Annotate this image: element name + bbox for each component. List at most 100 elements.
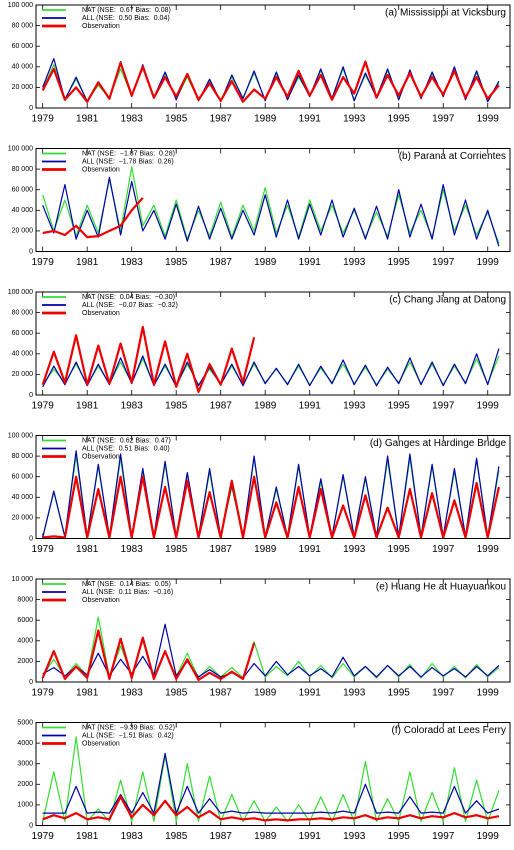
x-tick-label: 1999 xyxy=(477,401,500,412)
x-tick-label: 1993 xyxy=(343,401,366,412)
y-tick-label: 1000 xyxy=(17,802,33,809)
x-tick-label: 1985 xyxy=(165,831,188,842)
y-tick-label: 20 000 xyxy=(12,84,34,91)
x-tick-label: 1993 xyxy=(343,257,366,268)
x-tick-label: 1983 xyxy=(121,257,144,268)
x-tick-label: 1995 xyxy=(388,257,411,268)
y-tick-label: 60 000 xyxy=(12,330,34,337)
x-tick-label: 1991 xyxy=(299,688,322,699)
y-tick-label: 2000 xyxy=(17,781,33,788)
panel-title: (e) Huang He at Huayuankou xyxy=(376,582,506,593)
x-tick-label: 1993 xyxy=(343,114,366,125)
panel-title: (c) Chang Jiang at Datong xyxy=(389,295,506,306)
series-line xyxy=(41,60,500,103)
plot-frame xyxy=(35,578,511,683)
legend-label: ALL (NSE: 0.50 Bias: 0.04) xyxy=(82,15,170,22)
legend-label: ALL (NSE: −1.51 Bias: 0.42) xyxy=(82,732,174,739)
x-tick-label: 1995 xyxy=(388,688,411,699)
plot-frame xyxy=(35,291,511,396)
x-tick-label: 1981 xyxy=(76,114,99,125)
legend-label: NAT (NSE: 0.04 Bias: −0.30) xyxy=(82,294,175,301)
y-tick-label: 3000 xyxy=(17,761,33,768)
x-tick-label: 1999 xyxy=(477,257,500,268)
x-tick-label: 1999 xyxy=(477,114,500,125)
x-tick-label: 1979 xyxy=(32,688,55,699)
y-tick-label: 8000 xyxy=(17,596,33,603)
y-tick-label: 100 000 xyxy=(8,145,33,152)
legend-label: NAT (NSE: 0.67 Bias: 0.08) xyxy=(82,7,171,14)
x-tick-label: 1979 xyxy=(32,831,55,842)
x-tick-label: 1997 xyxy=(432,544,455,555)
x-tick-label: 1985 xyxy=(165,401,188,412)
panel-title: (b) Parana at Corrientes xyxy=(399,151,506,162)
plot-frame xyxy=(35,722,511,826)
x-tick-label: 1991 xyxy=(299,401,322,412)
x-tick-label: 1985 xyxy=(165,257,188,268)
legend-label: ALL (NSE: −1.78 Bias: 0.26) xyxy=(82,158,174,165)
x-tick-label: 1995 xyxy=(388,114,411,125)
series-line xyxy=(42,166,500,244)
y-tick-label: 60 000 xyxy=(12,187,34,194)
x-tick-label: 1999 xyxy=(477,688,500,699)
x-tick-label: 1997 xyxy=(432,831,455,842)
x-tick-label: 1989 xyxy=(254,544,277,555)
series-line xyxy=(42,197,144,239)
legend-label: NAT (NSE: −9.39 Bias: 0.52) xyxy=(82,724,175,731)
x-tick-label: 1987 xyxy=(210,688,233,699)
plot-frame xyxy=(35,435,511,539)
series-line xyxy=(41,325,256,393)
y-tick-label: 0 xyxy=(29,105,33,112)
x-tick-label: 1985 xyxy=(165,114,188,125)
series-line xyxy=(42,450,500,538)
legend-label: Observation xyxy=(82,23,120,30)
y-tick-label: 6000 xyxy=(17,617,33,624)
y-tick-label: 20 000 xyxy=(12,228,34,235)
series-line xyxy=(42,736,500,822)
y-tick-label: 80 000 xyxy=(12,166,34,173)
y-tick-label: 20 000 xyxy=(12,371,34,378)
series-line xyxy=(42,795,500,822)
x-tick-label: 1991 xyxy=(299,544,322,555)
x-tick-label: 1989 xyxy=(254,401,277,412)
x-tick-label: 1987 xyxy=(210,114,233,125)
y-tick-label: 20 000 xyxy=(12,515,34,522)
x-tick-label: 1983 xyxy=(121,688,144,699)
legend-label: Observation xyxy=(82,453,120,460)
x-tick-label: 1981 xyxy=(76,544,99,555)
x-tick-label: 1979 xyxy=(32,544,55,555)
legend-label: Observation xyxy=(82,310,120,317)
series-line xyxy=(42,623,500,679)
x-tick-label: 1999 xyxy=(477,831,500,842)
plot-frame xyxy=(35,148,511,252)
x-tick-label: 1987 xyxy=(210,257,233,268)
y-tick-label: 0 xyxy=(29,679,33,686)
series-line xyxy=(42,176,500,247)
x-tick-label: 1989 xyxy=(254,257,277,268)
x-tick-label: 1989 xyxy=(254,114,277,125)
x-tick-label: 1989 xyxy=(254,688,277,699)
x-tick-label: 1997 xyxy=(432,401,455,412)
y-tick-label: 5000 xyxy=(17,719,33,726)
y-tick-label: 2000 xyxy=(17,658,33,665)
x-tick-label: 1993 xyxy=(343,688,366,699)
x-tick-label: 1987 xyxy=(210,401,233,412)
y-tick-label: 0 xyxy=(29,535,33,542)
x-tick-label: 1979 xyxy=(32,257,55,268)
y-tick-label: 80 000 xyxy=(12,453,34,460)
x-tick-label: 1983 xyxy=(121,831,144,842)
y-tick-label: 100 000 xyxy=(8,432,33,439)
x-tick-label: 1981 xyxy=(76,688,99,699)
x-tick-label: 1983 xyxy=(121,401,144,412)
x-tick-label: 1991 xyxy=(299,831,322,842)
x-tick-label: 1983 xyxy=(121,114,144,125)
series-line xyxy=(41,629,256,681)
y-tick-label: 80 000 xyxy=(12,22,34,29)
y-tick-label: 80 000 xyxy=(12,309,34,316)
y-tick-label: 0 xyxy=(29,248,33,255)
x-tick-label: 1989 xyxy=(254,831,277,842)
x-tick-label: 1979 xyxy=(32,114,55,125)
x-tick-label: 1991 xyxy=(299,257,322,268)
x-tick-label: 1981 xyxy=(76,831,99,842)
y-tick-label: 40 000 xyxy=(12,494,34,501)
panel-title: (a) Mississippi at Vicksburg xyxy=(385,8,506,19)
